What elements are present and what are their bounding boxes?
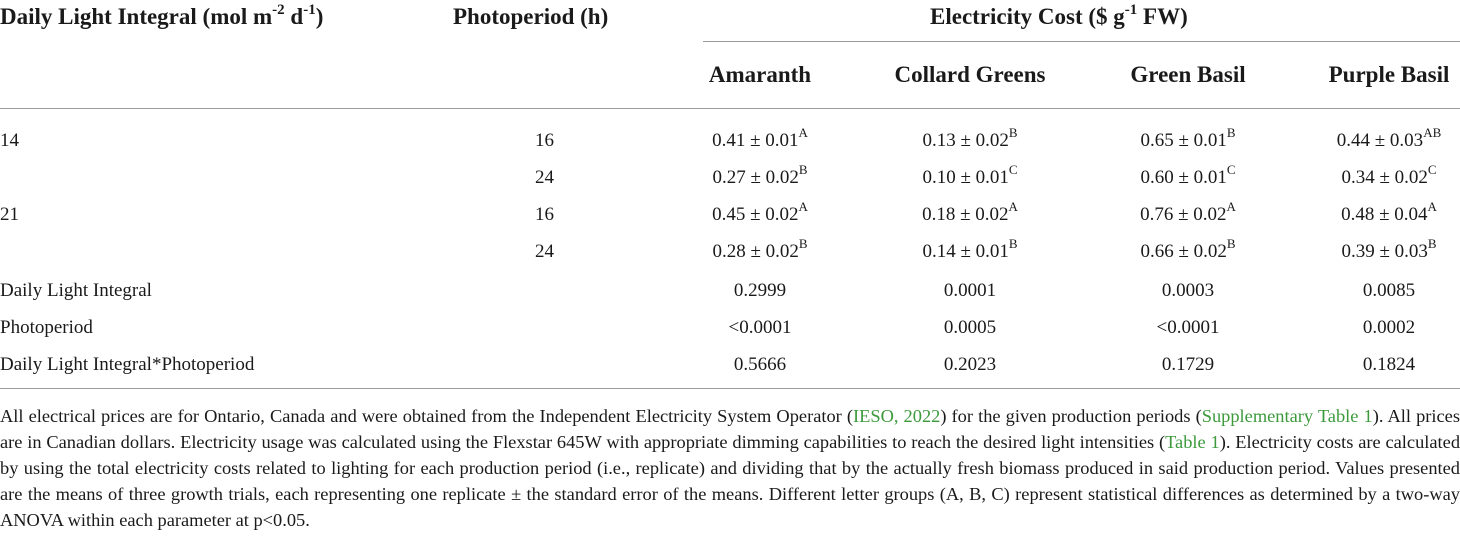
p-value-cell: 0.0001 xyxy=(943,280,997,301)
letter-group: A xyxy=(798,199,808,214)
cost-value: 0.60 ± 0.01 xyxy=(1140,167,1227,188)
letter-group: B xyxy=(798,236,808,251)
cost-cell: 0.10 ± 0.01C xyxy=(922,163,1017,188)
letter-group: C xyxy=(1008,162,1018,177)
cost-cell: 0.76 ± 0.02A xyxy=(1140,200,1236,225)
letter-group: B xyxy=(1008,236,1018,251)
cost-value: 0.66 ± 0.02 xyxy=(1140,241,1227,262)
cost-value: 0.65 ± 0.01 xyxy=(1140,130,1227,151)
row-dli-value: 14 xyxy=(0,130,19,151)
cost-cell: 0.48 ± 0.04A xyxy=(1341,200,1437,225)
header-purple-basil: Purple Basil xyxy=(1328,62,1450,87)
cost-value: 0.14 ± 0.01 xyxy=(922,241,1009,262)
letter-group: A xyxy=(1226,199,1236,214)
p-value-cell: 0.1729 xyxy=(1161,354,1215,375)
letter-group: A xyxy=(1427,199,1437,214)
letter-group: B xyxy=(1008,125,1018,140)
cost-value: 0.34 ± 0.02 xyxy=(1341,167,1428,188)
p-value-cell: 0.1824 xyxy=(1362,354,1416,375)
p-value-cell: 0.0005 xyxy=(943,317,997,338)
cost-cell: 0.60 ± 0.01C xyxy=(1140,163,1235,188)
cost-cell: 0.66 ± 0.02B xyxy=(1140,237,1235,262)
cost-value: 0.76 ± 0.02 xyxy=(1140,204,1227,225)
cost-cell: 0.13 ± 0.02B xyxy=(922,126,1017,151)
cost-value: 0.41 ± 0.01 xyxy=(712,130,799,151)
cost-value: 0.10 ± 0.01 xyxy=(922,167,1009,188)
supplementary-table-link[interactable]: Supplementary Table 1 xyxy=(1201,406,1373,426)
cost-cell: 0.28 ± 0.02B xyxy=(712,237,807,262)
p-value-cell: 0.2999 xyxy=(733,280,787,301)
letter-group: B xyxy=(798,162,808,177)
cost-value: 0.18 ± 0.02 xyxy=(922,204,1009,225)
stat-row-label: Daily Light Integral*Photoperiod xyxy=(0,354,255,375)
header-dli: Daily Light Integral (mol m-2 d-1) xyxy=(0,2,324,29)
row-photoperiod-value: 24 xyxy=(535,241,554,262)
row-photoperiod-value: 24 xyxy=(535,167,554,188)
cost-cell: 0.34 ± 0.02C xyxy=(1341,163,1436,188)
p-value-cell: 0.0003 xyxy=(1161,280,1215,301)
p-value-cell: <0.0001 xyxy=(1156,317,1220,338)
cost-cell: 0.41 ± 0.01A xyxy=(712,126,808,151)
p-value-cell: 0.0002 xyxy=(1362,317,1416,338)
p-value-cell: 0.0085 xyxy=(1362,280,1416,301)
letter-group: A xyxy=(798,125,808,140)
letter-group: B xyxy=(1226,125,1236,140)
p-value-cell: 0.2023 xyxy=(943,354,997,375)
ieso-link[interactable]: IESO, 2022 xyxy=(853,406,941,426)
cost-value: 0.45 ± 0.02 xyxy=(712,204,799,225)
stat-row-label: Daily Light Integral xyxy=(0,280,152,301)
cost-value: 0.13 ± 0.02 xyxy=(922,130,1009,151)
table-1-link[interactable]: Table 1 xyxy=(1165,432,1220,452)
header-subrule xyxy=(703,41,1460,42)
header-electricity-cost: Electricity Cost ($ g-1 FW) xyxy=(930,2,1188,29)
cost-cell: 0.45 ± 0.02A xyxy=(712,200,808,225)
letter-group: B xyxy=(1427,236,1437,251)
cost-value: 0.27 ± 0.02 xyxy=(712,167,799,188)
cost-value: 0.28 ± 0.02 xyxy=(712,241,799,262)
header-bottom-rule xyxy=(0,108,1460,109)
stat-row-label: Photoperiod xyxy=(0,317,93,338)
p-value-cell: 0.5666 xyxy=(733,354,787,375)
letter-group: C xyxy=(1226,162,1236,177)
p-value-cell: <0.0001 xyxy=(728,317,792,338)
cost-value: 0.44 ± 0.03 xyxy=(1336,130,1424,151)
letter-group: B xyxy=(1226,236,1236,251)
cost-cell: 0.27 ± 0.02B xyxy=(712,163,807,188)
letter-group: AB xyxy=(1423,125,1442,140)
cost-cell: 0.44 ± 0.03AB xyxy=(1336,126,1442,151)
cost-cell: 0.65 ± 0.01B xyxy=(1140,126,1235,151)
cost-value: 0.39 ± 0.03 xyxy=(1341,241,1428,262)
header-photoperiod: Photoperiod (h) xyxy=(453,4,609,29)
row-photoperiod-value: 16 xyxy=(535,204,554,225)
letter-group: C xyxy=(1427,162,1437,177)
header-amaranth: Amaranth xyxy=(708,62,812,87)
cost-cell: 0.39 ± 0.03B xyxy=(1341,237,1436,262)
header-green-basil: Green Basil xyxy=(1130,62,1246,87)
row-dli-value: 21 xyxy=(0,204,19,225)
cost-cell: 0.18 ± 0.02A xyxy=(922,200,1018,225)
cost-value: 0.48 ± 0.04 xyxy=(1341,204,1428,225)
table-bottom-rule xyxy=(0,388,1460,389)
row-photoperiod-value: 16 xyxy=(535,130,554,151)
table-footnote: All electrical prices are for Ontario, C… xyxy=(0,406,1460,530)
cost-cell: 0.14 ± 0.01B xyxy=(922,237,1017,262)
letter-group: A xyxy=(1008,199,1018,214)
header-collard-greens: Collard Greens xyxy=(894,62,1046,87)
